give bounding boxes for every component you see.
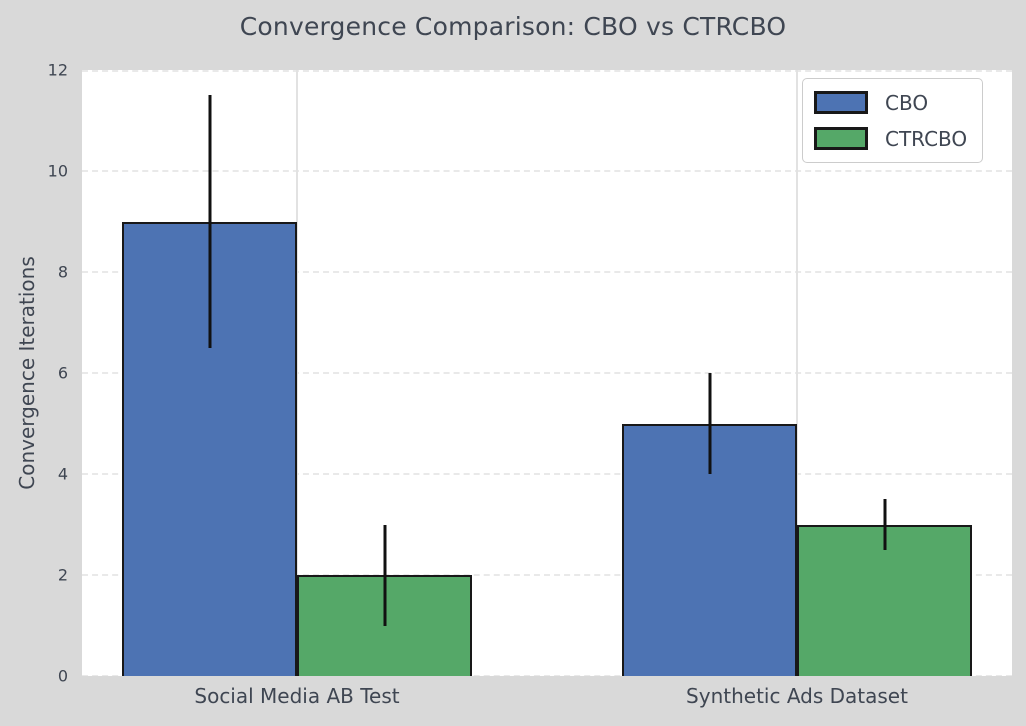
error-bar-ctrcbo-social-media-ab-test — [383, 524, 386, 626]
h-gridline — [82, 70, 1012, 72]
legend-row-cbo: CBO — [814, 91, 967, 114]
legend-swatch-ctrcbo — [814, 127, 868, 150]
v-gridline — [796, 70, 798, 676]
legend-swatch-cbo — [814, 91, 868, 114]
x-category-label: Synthetic Ads Dataset — [686, 684, 908, 708]
y-tick-label: 6 — [57, 363, 68, 383]
x-category-label: Social Media AB Test — [194, 684, 400, 708]
y-tick-label: 2 — [57, 565, 68, 585]
h-gridline — [82, 675, 1012, 676]
error-bar-cbo-synthetic-ads-dataset — [708, 373, 711, 474]
h-gridline — [82, 372, 1012, 374]
y-tick-label: 0 — [57, 666, 68, 686]
y-tick-label: 4 — [57, 464, 68, 484]
legend-label-cbo: CBO — [885, 90, 929, 115]
h-gridline — [82, 170, 1012, 172]
y-tick-label: 10 — [47, 161, 68, 181]
y-tick-label: 8 — [57, 262, 68, 282]
y-tick-label: 12 — [47, 60, 68, 80]
error-bar-ctrcbo-synthetic-ads-dataset — [883, 499, 886, 550]
h-gridline — [82, 271, 1012, 273]
h-gridline — [82, 473, 1012, 475]
legend: CBO CTRCBO — [802, 78, 984, 163]
legend-row-ctrcbo: CTRCBO — [814, 127, 967, 150]
bar-ctrcbo-synthetic-ads-dataset — [797, 524, 972, 676]
legend-label-ctrcbo: CTRCBO — [885, 126, 968, 151]
plot-area — [82, 70, 1012, 676]
error-bar-cbo-social-media-ab-test — [208, 95, 211, 348]
h-gridline — [82, 574, 1012, 576]
chart-title: Convergence Comparison: CBO vs CTRCBO — [239, 12, 787, 41]
v-gridline — [296, 70, 298, 676]
